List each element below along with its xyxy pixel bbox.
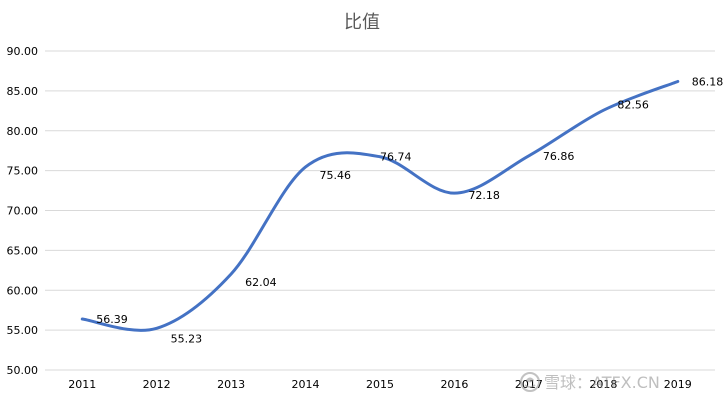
x-tick-label: 2013 <box>217 378 245 391</box>
data-label: 75.46 <box>320 169 352 182</box>
x-tick-label: 2016 <box>440 378 468 391</box>
chart-title: 比值 <box>344 12 380 33</box>
y-tick-label: 65.00 <box>7 244 39 257</box>
x-axis-tick-labels: 2011 2012 2013 2014 2015 2016 2017 2018 2019 <box>68 378 692 391</box>
x-tick-label: 2011 <box>68 378 96 391</box>
y-tick-label: 50.00 <box>7 364 39 377</box>
x-tick-label: 2015 <box>366 378 394 391</box>
data-label: 76.86 <box>543 150 575 163</box>
data-label: 55.23 <box>171 332 203 345</box>
x-tick-label: 2012 <box>143 378 171 391</box>
data-label: 86.18 <box>692 75 724 88</box>
x-tick-label: 2014 <box>292 378 320 391</box>
y-tick-label: 90.00 <box>7 45 39 58</box>
data-label: 72.18 <box>468 189 500 202</box>
y-tick-label: 60.00 <box>7 284 39 297</box>
y-tick-label: 75.00 <box>7 165 39 178</box>
data-labels: 56.39 55.23 62.04 75.46 76.74 72.18 76.86 82.56… <box>96 75 723 345</box>
y-tick-label: 55.00 <box>7 324 39 337</box>
watermark: 雪球：ATFX.CN <box>520 372 660 392</box>
y-tick-label: 85.00 <box>7 85 39 98</box>
watermark-text: 雪球：ATFX.CN <box>544 373 660 392</box>
data-label: 62.04 <box>245 276 277 289</box>
x-tick-label: 2019 <box>664 378 692 391</box>
x-tick-label: 2018 <box>589 378 617 391</box>
series-lines <box>80 79 680 332</box>
snowball-logo-icon <box>520 372 540 392</box>
y-tick-label: 70.00 <box>7 205 39 218</box>
data-label: 82.56 <box>617 98 649 111</box>
y-axis-tick-labels: 50.00 55.00 60.00 65.00 70.00 75.00 80.00 85.00… <box>7 45 39 377</box>
y-tick-label: 80.00 <box>7 125 39 138</box>
grid-lines <box>45 50 715 371</box>
series-line <box>80 79 680 332</box>
data-label: 76.74 <box>380 151 412 164</box>
data-label: 56.39 <box>96 313 128 326</box>
